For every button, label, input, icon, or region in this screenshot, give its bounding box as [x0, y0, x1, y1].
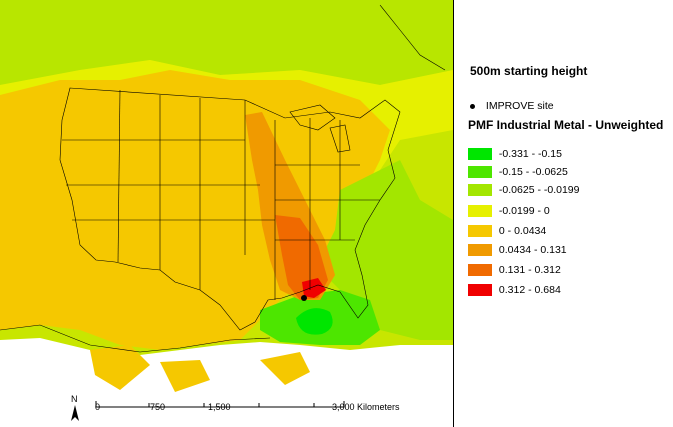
no-data-patches — [90, 345, 310, 392]
scale-tick-750: 750 — [150, 402, 166, 412]
region-north-light — [0, 0, 453, 85]
legend-label-1: -0.331 - -0.15 — [498, 148, 562, 161]
legend-panel: 500m starting height IMPROVE site PMF In… — [454, 0, 673, 427]
map-frame[interactable]: N 0 750 1,500 3,000 Kilometers — [0, 0, 454, 427]
north-arrow-icon: N — [71, 394, 79, 421]
legend-swatch-7 — [468, 264, 492, 277]
legend-swatch-8 — [468, 284, 492, 297]
legend-swatch-2 — [468, 166, 492, 179]
great-lakes — [289, 104, 351, 153]
legend-label-5: 0 - 0.0434 — [498, 225, 547, 238]
starting-height-label: 500m starting height — [470, 64, 588, 78]
scale-tick-0: 0 — [95, 402, 101, 412]
legend-item-3: -0.0625 - -0.0199 — [468, 184, 579, 200]
legend-swatch-1 — [468, 148, 492, 161]
scale-tick-3000: 3,000 Kilometers — [332, 402, 400, 412]
legend-item-2: -0.15 - -0.0625 — [468, 166, 568, 182]
improve-site-marker — [301, 295, 307, 301]
legend-label-8: 0.312 - 0.684 — [498, 284, 561, 297]
north-label: N — [71, 394, 78, 404]
state-boundaries — [59, 87, 401, 331]
legend-swatch-5 — [468, 225, 492, 238]
pollution-map[interactable] — [0, 0, 453, 427]
legend-label-2: -0.15 - -0.0625 — [498, 166, 568, 179]
legend-item-8: 0.312 - 0.684 — [468, 284, 561, 300]
legend-label-6: 0.0434 - 0.131 — [498, 244, 567, 257]
coastline — [0, 4, 446, 353]
legend-swatch-4 — [468, 205, 492, 218]
region-corridor-darkorange — [275, 215, 328, 300]
legend-title: PMF Industrial Metal - Unweighted — [468, 118, 664, 132]
legend-item-7: 0.131 - 0.312 — [468, 264, 561, 280]
site-dot-icon — [470, 103, 475, 109]
legend-label-3: -0.0625 - -0.0199 — [498, 184, 580, 197]
legend-swatch-6 — [468, 244, 492, 257]
legend-swatch-3 — [468, 184, 492, 197]
region-red — [302, 278, 326, 298]
legend-item-6: 0.0434 - 0.131 — [468, 244, 567, 260]
legend-label-4: -0.0199 - 0 — [498, 205, 550, 218]
legend-label-7: 0.131 - 0.312 — [498, 264, 561, 277]
scale-tick-1500: 1,500 — [208, 402, 231, 412]
legend-item-5: 0 - 0.0434 — [468, 225, 546, 241]
legend-item-1: -0.331 - -0.15 — [468, 148, 562, 164]
region-gulf-core — [296, 308, 333, 335]
legend-item-4: -0.0199 - 0 — [468, 205, 550, 221]
site-label: IMPROVE site — [485, 100, 554, 112]
scale-bar — [95, 401, 345, 408]
improve-site-legend: IMPROVE site — [470, 100, 554, 112]
